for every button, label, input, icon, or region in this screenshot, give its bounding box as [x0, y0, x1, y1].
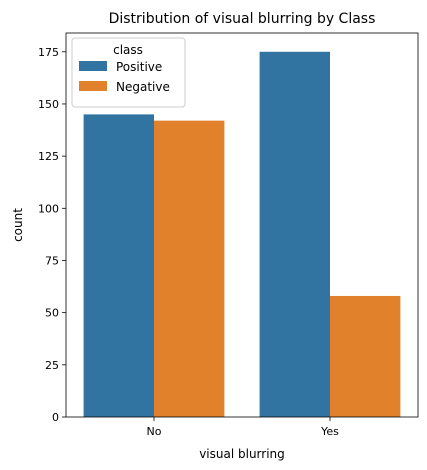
legend-title: class — [113, 43, 143, 57]
bar-yes-negative — [330, 295, 401, 417]
bars-group — [83, 51, 401, 418]
y-tick-label: 50 — [45, 307, 59, 320]
legend: class Positive Negative — [71, 37, 186, 108]
x-axis-label: visual blurring — [199, 447, 285, 461]
y-tick-label: 150 — [38, 98, 59, 111]
legend-swatch-positive — [79, 61, 107, 71]
legend-label-negative: Negative — [116, 80, 170, 94]
chart-title: Distribution of visual blurring by Class — [109, 11, 376, 27]
y-axis: 0 25 50 75 100 125 150 175 — [38, 46, 66, 424]
legend-swatch-negative — [79, 81, 107, 91]
y-tick-label: 25 — [45, 359, 59, 372]
bar-no-positive — [83, 114, 154, 417]
bar-no-negative — [154, 120, 225, 418]
x-tick-label: Yes — [320, 425, 339, 438]
bar-yes-positive — [259, 51, 330, 417]
x-tick-label: No — [147, 425, 162, 438]
y-tick-label: 75 — [45, 254, 59, 267]
y-tick-label: 125 — [38, 150, 59, 163]
y-axis-label: count — [11, 208, 25, 242]
y-tick-label: 100 — [38, 202, 59, 215]
x-axis: No Yes — [147, 417, 339, 438]
y-tick-label: 175 — [38, 46, 59, 59]
plot-frame — [65, 32, 419, 418]
y-tick-label: 0 — [52, 411, 59, 424]
legend-label-positive: Positive — [116, 60, 162, 74]
